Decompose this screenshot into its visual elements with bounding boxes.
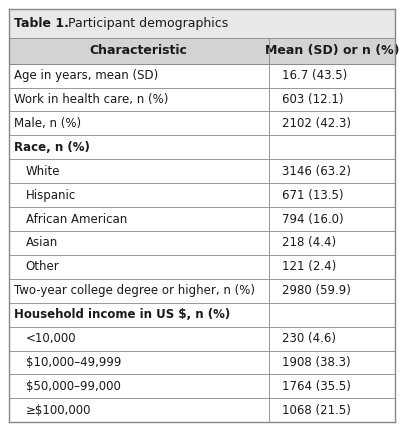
Bar <box>269 207 395 231</box>
Text: $50,000–99,000: $50,000–99,000 <box>26 380 121 393</box>
Text: 794 (16.0): 794 (16.0) <box>282 212 343 226</box>
Text: $10,000–49,999: $10,000–49,999 <box>26 356 121 369</box>
Bar <box>9 64 269 88</box>
Text: 218 (4.4): 218 (4.4) <box>282 237 336 249</box>
Text: 16.7 (43.5): 16.7 (43.5) <box>282 69 347 82</box>
Bar <box>269 159 395 183</box>
Bar <box>269 350 395 375</box>
Text: Characteristic: Characteristic <box>90 44 188 57</box>
Bar <box>9 375 269 398</box>
Text: 2102 (42.3): 2102 (42.3) <box>282 117 351 130</box>
Text: Two-year college degree or higher, n (%): Two-year college degree or higher, n (%) <box>14 284 255 297</box>
Bar <box>269 135 395 159</box>
Text: 603 (12.1): 603 (12.1) <box>282 93 343 106</box>
Bar <box>269 375 395 398</box>
Bar <box>9 135 269 159</box>
Bar <box>9 279 269 303</box>
Text: 1908 (38.3): 1908 (38.3) <box>282 356 350 369</box>
Text: 230 (4.6): 230 (4.6) <box>282 332 336 345</box>
Text: Age in years, mean (SD): Age in years, mean (SD) <box>14 69 158 82</box>
Bar <box>269 327 395 350</box>
Text: Hispanic: Hispanic <box>26 189 76 202</box>
Bar <box>269 398 395 422</box>
Bar <box>9 111 269 135</box>
Text: 1764 (35.5): 1764 (35.5) <box>282 380 350 393</box>
Bar <box>9 398 269 422</box>
Bar <box>9 183 269 207</box>
Bar <box>269 38 395 64</box>
Text: White: White <box>26 165 60 178</box>
Bar <box>269 111 395 135</box>
Text: African American: African American <box>26 212 127 226</box>
Bar <box>269 88 395 111</box>
Text: Asian: Asian <box>26 237 58 249</box>
Bar <box>269 303 395 327</box>
Text: 2980 (59.9): 2980 (59.9) <box>282 284 350 297</box>
Text: Other: Other <box>26 260 60 273</box>
Text: Male, n (%): Male, n (%) <box>14 117 81 130</box>
Text: Table 1.: Table 1. <box>14 17 69 30</box>
Bar <box>9 350 269 375</box>
Bar <box>269 279 395 303</box>
Bar <box>9 303 269 327</box>
Bar <box>9 38 269 64</box>
Bar <box>269 183 395 207</box>
Bar <box>9 327 269 350</box>
Bar <box>9 88 269 111</box>
Text: 1068 (21.5): 1068 (21.5) <box>282 404 350 417</box>
Bar <box>9 255 269 279</box>
Bar <box>9 231 269 255</box>
Text: Race, n (%): Race, n (%) <box>14 141 90 154</box>
Text: <10,000: <10,000 <box>26 332 76 345</box>
Bar <box>9 9 395 38</box>
Text: Work in health care, n (%): Work in health care, n (%) <box>14 93 168 106</box>
Text: 671 (13.5): 671 (13.5) <box>282 189 343 202</box>
Text: Participant demographics: Participant demographics <box>64 17 229 30</box>
Bar <box>269 231 395 255</box>
Text: 121 (2.4): 121 (2.4) <box>282 260 336 273</box>
Bar <box>269 64 395 88</box>
Text: 3146 (63.2): 3146 (63.2) <box>282 165 351 178</box>
Bar <box>9 207 269 231</box>
Bar <box>9 159 269 183</box>
Text: Mean (SD) or n (%): Mean (SD) or n (%) <box>265 44 399 57</box>
Bar <box>269 255 395 279</box>
Text: Household income in US $, n (%): Household income in US $, n (%) <box>14 308 230 321</box>
Text: ≥$100,000: ≥$100,000 <box>26 404 91 417</box>
